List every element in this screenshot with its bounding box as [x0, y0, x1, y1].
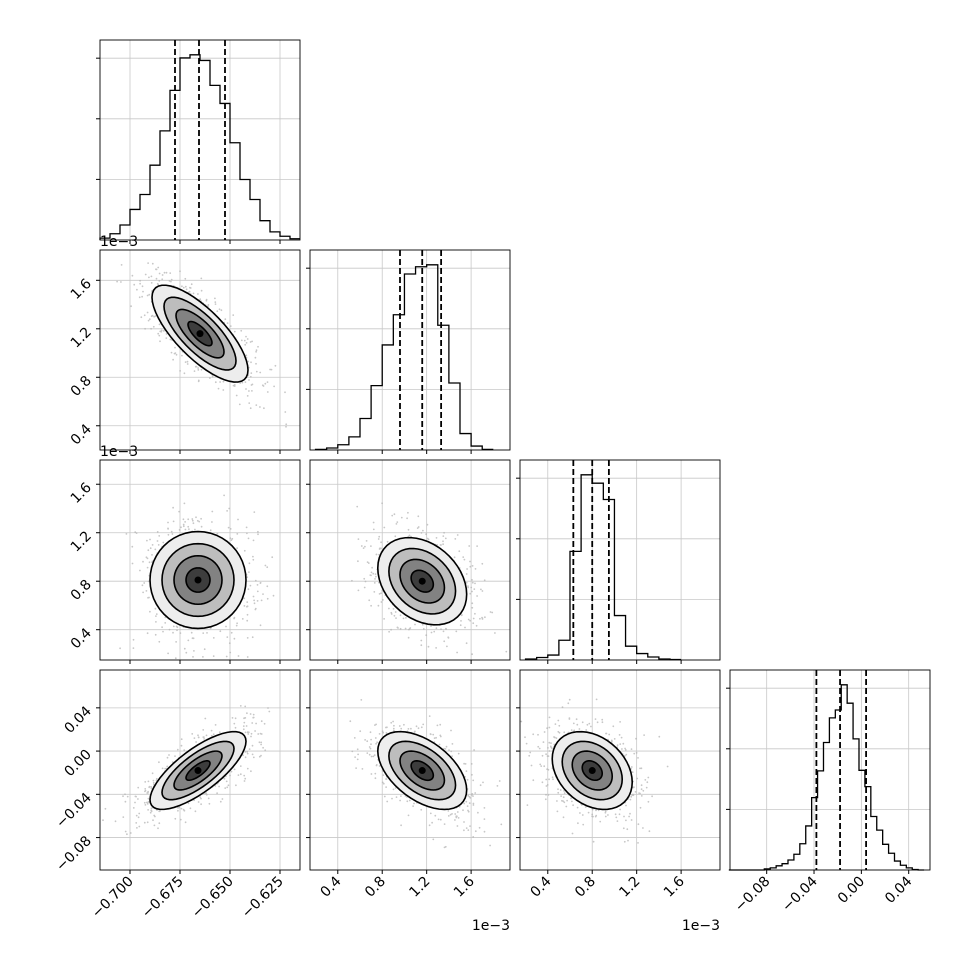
contour-line-3 [149, 530, 247, 630]
offset-label-row1: 1e−3 [100, 234, 138, 250]
panel-p1-marginal [306, 249, 511, 454]
density-peak [196, 330, 204, 338]
contour-line-3 [151, 284, 249, 383]
offset-label-col1: 1e−3 [472, 918, 510, 934]
y-tick-label: 0.4 [68, 421, 95, 448]
contour-line-3 [551, 730, 634, 811]
density-p2-vs-p1 [351, 502, 508, 656]
histogram-p0-marginal [99, 54, 300, 240]
panel-frame [99, 39, 301, 241]
y-tick-label: 0.4 [68, 625, 95, 652]
panel-frame [309, 249, 511, 451]
panel-p3-vs-p2: 0.4 0.8 1.2 1.6 [516, 669, 721, 901]
contour-line-2 [388, 740, 457, 801]
x-tick-label: −0.675 [139, 874, 187, 922]
y-tick-label: −0.04 [53, 790, 95, 832]
density-p3-vs-p1 [349, 699, 503, 849]
x-tick-label: 0.04 [882, 873, 915, 906]
contour-line-0 [185, 567, 211, 593]
density-p3-vs-p2 [520, 698, 669, 844]
x-tick-label: 1.2 [616, 874, 643, 901]
x-tick-label: −0.650 [189, 874, 237, 922]
x-tick-label: 1.2 [406, 874, 433, 901]
x-tick-label: −0.08 [732, 874, 774, 916]
x-tick-label: 1.6 [451, 873, 478, 900]
x-tick-label: −0.625 [239, 874, 287, 922]
panel-p2-marginal [516, 459, 721, 664]
offset-label-col2: 1e−3 [682, 918, 720, 934]
density-p2-vs-p0 [119, 494, 275, 660]
x-tick-label: 0.4 [528, 873, 555, 900]
panel-frame [99, 669, 301, 871]
y-tick-label: 0.8 [68, 577, 95, 604]
density-peak [194, 767, 202, 775]
contour-line-0 [581, 760, 604, 782]
panel-p1-vs-p0: 0.4 0.8 1.2 1.6 [68, 249, 301, 454]
y-tick-label: 1.6 [68, 276, 95, 303]
x-tick-label: 1.6 [661, 873, 688, 900]
contour-line-0 [185, 760, 211, 782]
panel-frame [519, 669, 721, 871]
x-tick-label: 0.8 [362, 874, 389, 901]
contour-line-3 [376, 536, 468, 626]
contour-line-0 [187, 320, 213, 347]
panel-p3-vs-p0: −0.08−0.04 0.00 0.04 −0.700 −0.675 −0.650 −0.6… [53, 669, 301, 922]
panel-p3-marginal: −0.08 −0.04 0.00 0.04 [726, 669, 931, 916]
x-tick-label: −0.04 [779, 873, 821, 915]
y-tick-label: 0.00 [61, 747, 94, 780]
density-peak [588, 767, 596, 775]
contour-line-2 [161, 542, 235, 618]
contour-line-3 [376, 730, 468, 811]
panel-p0-marginal [96, 39, 301, 244]
contour-line-1 [173, 554, 223, 606]
contour-line-1 [173, 750, 223, 791]
density-p1-vs-p0 [116, 262, 288, 428]
panel-frame [309, 669, 511, 871]
histogram-p1-marginal [314, 264, 494, 450]
y-tick-label: 0.04 [61, 703, 94, 736]
contour-line-2 [388, 547, 457, 615]
x-tick-label: 0.8 [572, 874, 599, 901]
contour-line-2 [161, 740, 235, 801]
y-tick-label: 1.2 [68, 324, 95, 351]
contour-line-1 [175, 308, 225, 359]
panel-p2-vs-p0: 0.4 0.8 1.2 1.6 [68, 459, 301, 664]
histogram-p2-marginal [524, 474, 682, 661]
panel-p2-vs-p1 [306, 459, 511, 664]
density-peak [194, 576, 202, 584]
density-peak [418, 577, 426, 585]
panel-frame [99, 249, 301, 451]
contour-line-1 [399, 558, 446, 604]
offset-label-row2: 1e−3 [100, 444, 138, 460]
x-tick-label: 0.00 [835, 874, 868, 907]
contour-line-2 [163, 296, 237, 371]
y-tick-label: 1.2 [68, 528, 95, 555]
contour-line-1 [571, 750, 614, 791]
panel-frame [309, 459, 511, 661]
panel-p3-vs-p1: 0.4 0.8 1.2 1.6 [306, 669, 511, 901]
density-p3-vs-p0 [102, 705, 271, 836]
histogram-p3-marginal [728, 684, 925, 871]
contour-line-2 [561, 740, 624, 801]
panel-frame [99, 459, 301, 661]
contour-line-3 [149, 730, 247, 811]
contour-line-1 [399, 750, 446, 791]
contour-line-0 [410, 569, 435, 593]
density-peak [418, 767, 426, 775]
panel-frame [729, 669, 931, 871]
x-tick-label: −0.700 [89, 874, 137, 922]
y-tick-label: 1.6 [68, 480, 95, 507]
x-tick-label: 0.4 [318, 873, 345, 900]
contour-line-0 [410, 760, 435, 782]
panel-frame [519, 459, 721, 661]
y-tick-label: −0.08 [53, 833, 95, 875]
y-tick-label: 0.8 [68, 373, 95, 400]
